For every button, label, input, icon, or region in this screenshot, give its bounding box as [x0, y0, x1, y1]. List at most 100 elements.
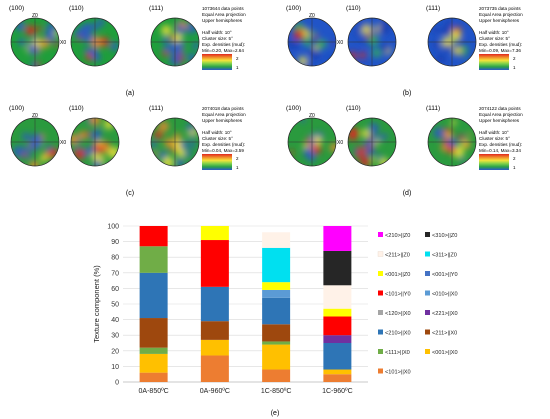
panel-info-line: Cluster size: 5° — [202, 36, 233, 41]
panel-info-line: Min=0.14, Max=3.34 — [479, 148, 521, 153]
pole-label: (111) — [149, 5, 163, 12]
bar-segment — [200, 355, 229, 382]
axis-z0-label: Z0 — [309, 113, 315, 119]
pole-figure-outline — [10, 117, 60, 167]
density-blob — [184, 150, 192, 158]
pole-label: (111) — [426, 105, 440, 112]
pole-label: (100) — [286, 105, 301, 112]
pole-figure-density — [288, 18, 336, 66]
density-blob — [110, 42, 119, 51]
density-blob — [161, 25, 172, 36]
density-colorbar — [202, 154, 232, 170]
bar-segment — [323, 374, 352, 382]
density-blob — [377, 26, 386, 35]
density-blob — [170, 146, 177, 153]
pole-label: (111) — [149, 105, 163, 112]
panel-info-line: Cluster size: 5° — [202, 136, 233, 141]
colorbar-tick: 1 — [236, 165, 239, 170]
bar-segment — [262, 232, 291, 248]
pole-figure-outline — [150, 117, 200, 167]
pole-figure-panel-a: (100) Z0 X0 (110) (111) 1073644 data pointsEq… — [9, 5, 246, 97]
density-blob — [93, 140, 102, 149]
density-blob — [169, 54, 182, 66]
pole-figure-panel-c: (100) Z0 X0 (110) (111) 2074018 data pointsEq… — [9, 105, 246, 197]
density-blob — [84, 47, 91, 54]
axis-x0-label: X0 — [337, 140, 343, 146]
density-blob — [189, 141, 196, 148]
density-blobs — [432, 18, 472, 64]
density-blobs — [161, 20, 199, 66]
density-blob — [432, 26, 440, 34]
density-blob — [22, 132, 30, 141]
legend-swatch — [378, 349, 383, 354]
bar-segment — [200, 226, 229, 241]
pole-figure-disc — [347, 17, 397, 67]
panel-info-line: 1073644 data points — [202, 6, 244, 11]
density-blob — [48, 148, 59, 159]
legend-label: <001>||Z0 — [385, 272, 410, 278]
bar-segment — [139, 246, 168, 273]
panel-info-line: Exp. densities (mud): — [479, 142, 522, 147]
density-blob — [312, 30, 317, 35]
colorbar-tick: 2 — [513, 56, 516, 61]
density-blob — [450, 119, 457, 126]
density-blob — [432, 40, 442, 50]
bar-segment — [323, 343, 352, 370]
legend-label: <210>||X0 — [385, 331, 411, 337]
density-blob — [329, 143, 336, 153]
density-blob — [459, 157, 465, 163]
legend-swatch — [425, 329, 430, 335]
density-blob — [13, 145, 25, 158]
density-blob — [24, 145, 32, 153]
density-blob — [450, 29, 461, 40]
y-tick-label: 100 — [107, 224, 119, 231]
panel-label: (a) — [126, 90, 135, 97]
bar-segment — [262, 341, 291, 345]
axis-x0-label: X0 — [60, 40, 66, 46]
panel-info-line: Min=0.04, Max=3.59 — [202, 148, 244, 153]
x-tick-label: 0A-850ºC — [139, 388, 169, 395]
pole-figure-disc — [427, 17, 477, 67]
x-tick-label: 1C-850ºC — [261, 388, 292, 395]
legend-swatch — [378, 310, 383, 315]
legend-label: <211>||Z0 — [385, 253, 410, 259]
density-blob — [358, 21, 366, 29]
pole-label: (100) — [286, 5, 301, 12]
y-tick-label: 70 — [111, 270, 119, 277]
density-blob — [189, 133, 196, 139]
density-blob — [104, 119, 114, 130]
axis-z0-label: Z0 — [32, 13, 38, 19]
y-tick-label: 50 — [111, 302, 119, 309]
bar-segment — [200, 321, 229, 340]
density-blob — [92, 159, 103, 166]
legend-label: <310>||Z0 — [432, 233, 457, 239]
bar-segment — [323, 369, 352, 375]
density-blob — [181, 142, 187, 148]
bar-segment — [262, 282, 291, 290]
x-tick-label: 0A-960ºC — [200, 388, 230, 395]
density-blob — [316, 39, 327, 49]
legend-swatch — [425, 271, 430, 276]
pole-figure-density — [71, 118, 119, 166]
density-blob — [309, 36, 318, 45]
bar-segment — [200, 240, 229, 287]
density-blob — [176, 148, 183, 156]
panel-info-line: Equal Area projection — [479, 112, 523, 117]
density-blob — [154, 130, 163, 140]
density-blob — [96, 18, 105, 27]
density-blob — [458, 134, 465, 141]
panel-info-line: Equal Area projection — [202, 12, 246, 17]
panel-info-line: Upper hemispheres — [479, 118, 520, 123]
colorbar-tick: 2 — [236, 156, 239, 161]
pole-label: (110) — [346, 5, 361, 12]
density-blob — [192, 42, 199, 50]
legend-label: <101>||X0 — [385, 370, 411, 376]
density-blob — [176, 21, 181, 26]
y-tick-label: 20 — [111, 348, 119, 355]
density-blob — [310, 49, 321, 60]
y-tick-label: 40 — [111, 317, 119, 324]
density-blob — [463, 141, 471, 149]
pole-figure-outline — [427, 117, 477, 167]
pole-figure-outline — [10, 17, 60, 67]
